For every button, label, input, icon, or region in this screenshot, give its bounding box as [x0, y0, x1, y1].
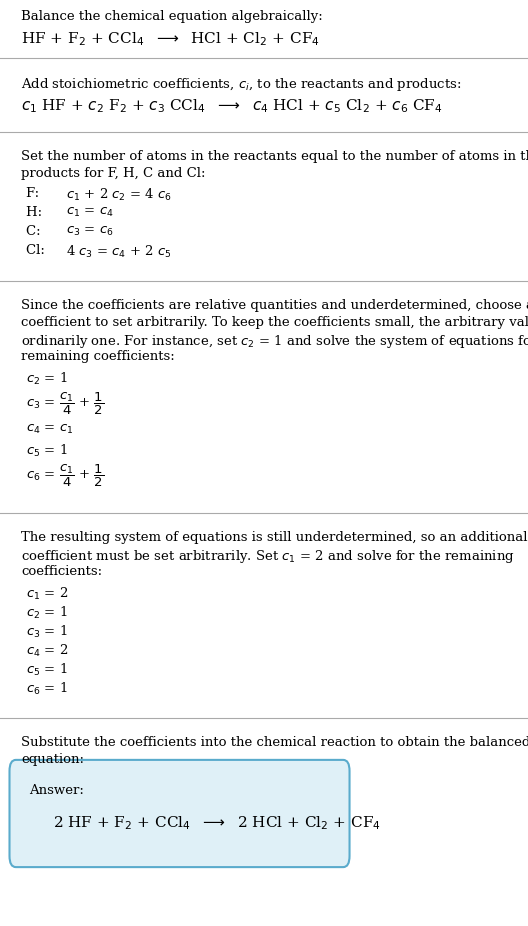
Text: $c_5$ = 1: $c_5$ = 1: [26, 662, 68, 678]
Text: $c_3$ = $c_6$: $c_3$ = $c_6$: [66, 225, 114, 238]
Text: equation:: equation:: [21, 753, 84, 766]
Text: 2 HF + F$_2$ + CCl$_4$  $\longrightarrow$  2 HCl + Cl$_2$ + CF$_4$: 2 HF + F$_2$ + CCl$_4$ $\longrightarrow$…: [53, 814, 381, 832]
Text: Since the coefficients are relative quantities and underdetermined, choose a: Since the coefficients are relative quan…: [21, 299, 528, 312]
Text: $c_4$ = 2: $c_4$ = 2: [26, 643, 69, 659]
Text: ordinarily one. For instance, set $c_2$ = 1 and solve the system of equations fo: ordinarily one. For instance, set $c_2$ …: [21, 333, 528, 350]
Text: $c_6$ = 1: $c_6$ = 1: [26, 681, 68, 697]
Text: Balance the chemical equation algebraically:: Balance the chemical equation algebraica…: [21, 10, 323, 23]
Text: $c_4$ = $c_1$: $c_4$ = $c_1$: [26, 423, 74, 436]
FancyBboxPatch shape: [10, 760, 350, 867]
Text: Answer:: Answer:: [29, 784, 84, 797]
Text: remaining coefficients:: remaining coefficients:: [21, 350, 175, 363]
Text: Add stoichiometric coefficients, $c_i$, to the reactants and products:: Add stoichiometric coefficients, $c_i$, …: [21, 76, 461, 93]
Text: H:: H:: [26, 206, 51, 219]
Text: $c_1$ = 2: $c_1$ = 2: [26, 586, 69, 602]
Text: Cl:: Cl:: [26, 244, 54, 257]
Text: $c_2$ = 1: $c_2$ = 1: [26, 605, 68, 621]
Text: coefficient must be set arbitrarily. Set $c_1$ = 2 and solve for the remaining: coefficient must be set arbitrarily. Set…: [21, 548, 515, 565]
Text: $c_2$ = 1: $c_2$ = 1: [26, 371, 68, 387]
Text: $c_3$ = $\dfrac{c_1}{4}$ + $\dfrac{1}{2}$: $c_3$ = $\dfrac{c_1}{4}$ + $\dfrac{1}{2}…: [26, 391, 105, 418]
Text: C:: C:: [26, 225, 50, 238]
Text: HF + F$_2$ + CCl$_4$  $\longrightarrow$  HCl + Cl$_2$ + CF$_4$: HF + F$_2$ + CCl$_4$ $\longrightarrow$ H…: [21, 30, 320, 48]
Text: $c_1$ = $c_4$: $c_1$ = $c_4$: [66, 206, 114, 219]
Text: F:: F:: [26, 187, 48, 200]
Text: products for F, H, C and Cl:: products for F, H, C and Cl:: [21, 167, 205, 180]
Text: $c_1$ HF + $c_2$ F$_2$ + $c_3$ CCl$_4$  $\longrightarrow$  $c_4$ HCl + $c_5$ Cl$: $c_1$ HF + $c_2$ F$_2$ + $c_3$ CCl$_4$ $…: [21, 97, 443, 115]
Text: $c_6$ = $\dfrac{c_1}{4}$ + $\dfrac{1}{2}$: $c_6$ = $\dfrac{c_1}{4}$ + $\dfrac{1}{2}…: [26, 463, 105, 489]
Text: coefficients:: coefficients:: [21, 565, 102, 578]
Text: coefficient to set arbitrarily. To keep the coefficients small, the arbitrary va: coefficient to set arbitrarily. To keep …: [21, 316, 528, 329]
Text: The resulting system of equations is still underdetermined, so an additional: The resulting system of equations is sti…: [21, 531, 527, 544]
Text: Substitute the coefficients into the chemical reaction to obtain the balanced: Substitute the coefficients into the che…: [21, 736, 528, 749]
Text: $c_5$ = 1: $c_5$ = 1: [26, 443, 68, 459]
Text: $c_3$ = 1: $c_3$ = 1: [26, 624, 68, 640]
Text: $c_1$ + 2 $c_2$ = 4 $c_6$: $c_1$ + 2 $c_2$ = 4 $c_6$: [66, 187, 172, 203]
Text: 4 $c_3$ = $c_4$ + 2 $c_5$: 4 $c_3$ = $c_4$ + 2 $c_5$: [66, 244, 172, 260]
Text: Set the number of atoms in the reactants equal to the number of atoms in the: Set the number of atoms in the reactants…: [21, 150, 528, 163]
